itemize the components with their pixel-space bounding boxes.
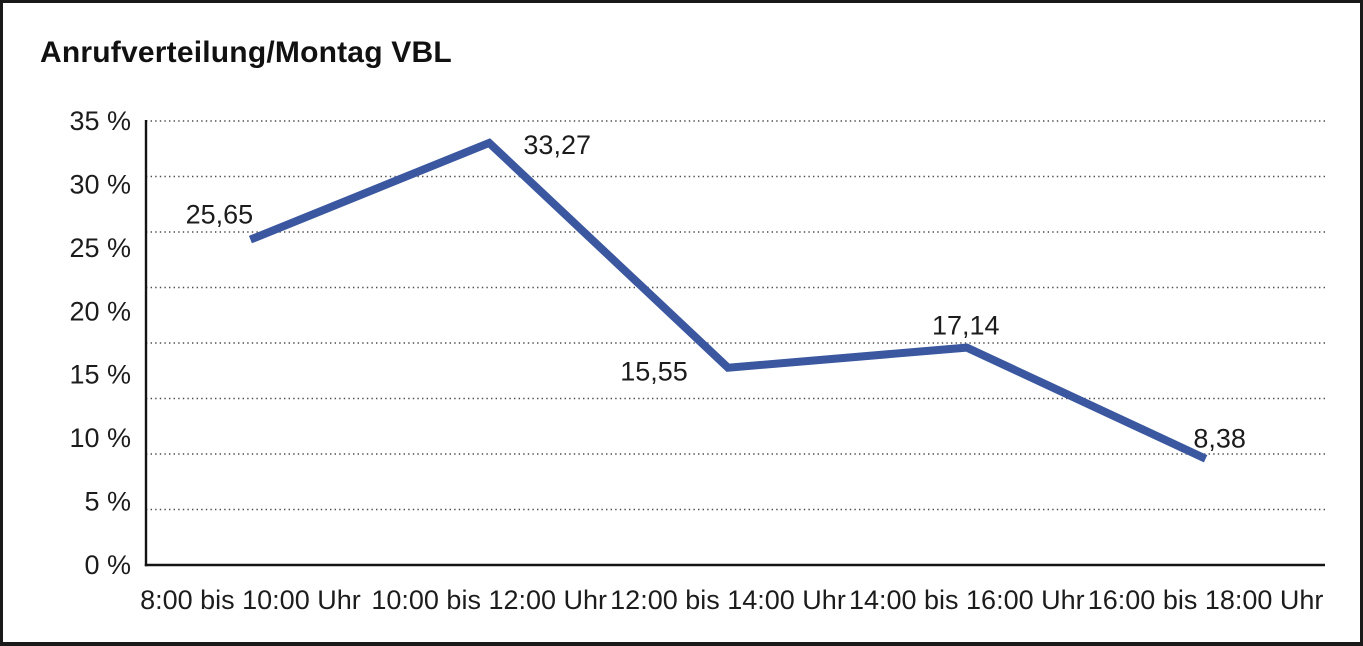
y-tick-label: 35 % — [69, 106, 131, 136]
data-point-label: 33,27 — [523, 130, 591, 160]
line-chart: 35 % 30 % 25 % 20 % 15 % 10 % 5 % 0 % 8:00 bis 1… — [69, 106, 1325, 615]
y-tick-label: 10 % — [69, 423, 131, 453]
data-point-label: 25,65 — [186, 200, 254, 230]
chart-title: Anrufverteilung/Montag VBL — [40, 36, 452, 69]
x-category-label: 12:00 bis 14:00 Uhr — [610, 585, 846, 615]
y-tick-label: 5 % — [84, 487, 131, 517]
x-category-label: 16:00 bis 18:00 Uhr — [1088, 585, 1324, 615]
x-category-label: 10:00 bis 12:00 Uhr — [371, 585, 607, 615]
data-point-label: 15,55 — [620, 357, 688, 387]
data-point-label: 17,14 — [932, 311, 1000, 341]
y-tick-label: 0 % — [84, 550, 131, 580]
x-category-label: 8:00 bis 10:00 Uhr — [140, 585, 361, 615]
y-tick-label: 25 % — [69, 233, 131, 263]
data-series-line — [248, 138, 1208, 463]
x-category-label: 14:00 bis 16:00 Uhr — [849, 585, 1085, 615]
y-tick-label: 15 % — [69, 360, 131, 390]
data-point-label: 8,38 — [1193, 424, 1246, 454]
y-tick-label: 20 % — [69, 296, 131, 326]
y-tick-label: 30 % — [69, 169, 131, 199]
